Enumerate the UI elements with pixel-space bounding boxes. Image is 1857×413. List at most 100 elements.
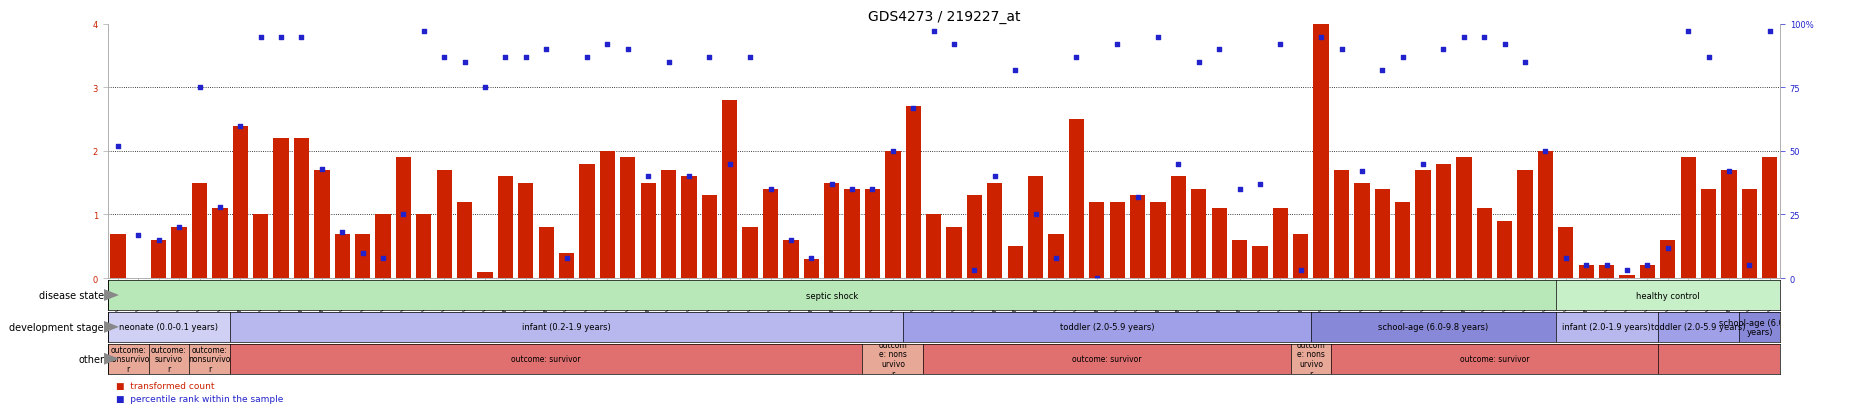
Point: [1734, 262, 1764, 269]
Point: [449, 59, 479, 66]
Bar: [375, 215, 390, 278]
Point: [470, 85, 500, 92]
Bar: [150, 240, 167, 278]
Bar: [579, 164, 594, 278]
Bar: [171, 228, 188, 278]
Point: [878, 148, 908, 155]
Bar: [477, 272, 492, 278]
Point: [999, 67, 1029, 74]
Point: [938, 42, 967, 48]
Point: [776, 237, 806, 244]
Bar: [925, 215, 941, 278]
Point: [1244, 181, 1274, 188]
Point: [1203, 47, 1233, 53]
Bar: [518, 183, 533, 278]
Text: outcome:
nonsurvivo
r: outcome: nonsurvivo r: [188, 345, 230, 373]
Bar: [661, 171, 676, 278]
Point: [1285, 268, 1315, 274]
Bar: [212, 209, 227, 278]
Point: [1510, 59, 1539, 66]
Point: [1632, 262, 1662, 269]
Point: [1183, 59, 1213, 66]
Point: [1040, 255, 1070, 261]
Bar: [1313, 0, 1328, 278]
Polygon shape: [104, 321, 119, 333]
Bar: [843, 190, 860, 278]
Text: disease state: disease state: [39, 290, 104, 300]
Point: [1469, 34, 1499, 41]
Bar: [804, 259, 819, 278]
Bar: [1456, 158, 1471, 278]
Bar: [682, 177, 696, 278]
Bar: [1619, 275, 1634, 278]
Point: [143, 237, 173, 244]
Point: [695, 55, 724, 61]
Point: [1591, 262, 1621, 269]
Bar: [108, 312, 230, 342]
Bar: [1231, 240, 1246, 278]
Bar: [1554, 312, 1656, 342]
Bar: [945, 228, 962, 278]
Text: neonate (0.0-0.1 years): neonate (0.0-0.1 years): [119, 323, 219, 332]
Bar: [862, 344, 923, 374]
Bar: [230, 344, 862, 374]
Bar: [189, 344, 230, 374]
Bar: [763, 190, 778, 278]
Bar: [1354, 183, 1369, 278]
Text: toddler (2.0-5.9 years): toddler (2.0-5.9 years): [1651, 323, 1746, 332]
Text: outcome: survivor: outcome: survivor: [1460, 354, 1528, 363]
Point: [572, 55, 602, 61]
Bar: [108, 280, 1554, 310]
Bar: [1149, 202, 1164, 278]
Bar: [722, 101, 737, 278]
Point: [838, 186, 867, 193]
Title: GDS4273 / 219227_at: GDS4273 / 219227_at: [867, 10, 1019, 24]
Bar: [1395, 202, 1409, 278]
Bar: [1252, 247, 1266, 278]
Point: [1408, 161, 1437, 168]
Bar: [539, 228, 553, 278]
Point: [1530, 148, 1560, 155]
Point: [1346, 169, 1376, 175]
Point: [184, 85, 214, 92]
Point: [1081, 275, 1110, 282]
Bar: [1599, 266, 1614, 278]
Bar: [784, 240, 799, 278]
Text: outcome: survivor: outcome: survivor: [1071, 354, 1142, 363]
Point: [1714, 169, 1744, 175]
Bar: [314, 171, 329, 278]
Point: [511, 55, 540, 61]
Point: [266, 34, 295, 41]
Bar: [1656, 312, 1738, 342]
Point: [592, 42, 622, 48]
Bar: [1272, 209, 1287, 278]
Point: [1673, 29, 1703, 36]
Bar: [436, 171, 451, 278]
Point: [1142, 34, 1172, 41]
Bar: [1517, 171, 1532, 278]
Bar: [1497, 221, 1512, 278]
Point: [1101, 42, 1131, 48]
Text: septic shock: septic shock: [806, 291, 858, 300]
Bar: [1027, 177, 1044, 278]
Text: school-age (6.0-9.8
years): school-age (6.0-9.8 years): [1718, 318, 1799, 337]
Point: [1551, 255, 1580, 261]
Bar: [825, 183, 839, 278]
Bar: [1311, 312, 1554, 342]
Text: infant (2.0-1.9 years): infant (2.0-1.9 years): [1562, 323, 1651, 332]
Bar: [1699, 190, 1716, 278]
Bar: [1006, 247, 1023, 278]
Bar: [1720, 171, 1736, 278]
Point: [1305, 34, 1335, 41]
Bar: [396, 158, 410, 278]
Point: [858, 186, 888, 193]
Bar: [1640, 266, 1655, 278]
Text: healthy control: healthy control: [1636, 291, 1699, 300]
Point: [979, 173, 1008, 180]
Bar: [1331, 344, 1656, 374]
Point: [286, 34, 316, 41]
Bar: [903, 312, 1311, 342]
Bar: [1660, 240, 1675, 278]
Point: [163, 224, 193, 231]
Point: [1019, 211, 1049, 218]
